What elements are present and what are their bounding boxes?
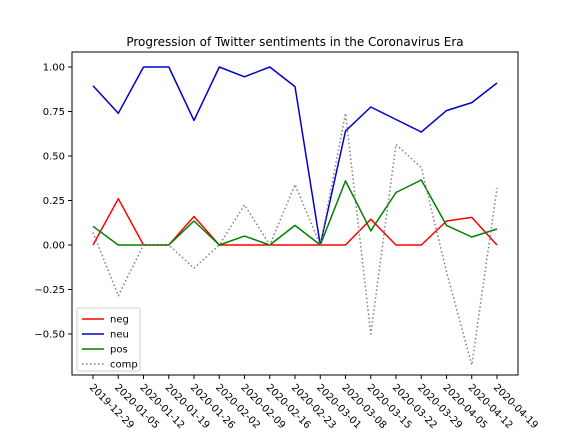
series-lines (92, 66, 498, 366)
y-tick-label: 0.75 (43, 107, 65, 118)
legend-label-pos: pos (110, 345, 128, 356)
legend-box (76, 307, 141, 372)
chart-title: Progression of Twitter sentiments in the… (126, 35, 463, 49)
y-tick-label: 0.00 (43, 241, 65, 252)
legend-label-neg: neg (110, 315, 129, 326)
y-tick-label: 1.00 (43, 63, 65, 74)
legend-label-comp: comp (110, 360, 138, 371)
y-tick-label: 0.50 (43, 152, 65, 163)
y-axis: 1.00 0.75 0.50 0.25 0.00 −0.25 −0.50 (34, 63, 72, 341)
legend: neg neu pos comp (76, 307, 141, 372)
axes-frame (71, 51, 519, 376)
legend-label-neu: neu (110, 330, 129, 341)
plot-area: 1.000.750.500.250.00−0.25−0.50 2019-12-2… (34, 51, 540, 431)
y-tick-label: 0.25 (43, 196, 65, 207)
series-line-neu (92, 66, 498, 246)
series-line-pos (92, 179, 498, 246)
y-tick-label: −0.25 (34, 285, 65, 296)
legend-items: neg neu pos comp (82, 315, 138, 371)
y-tick-label: −0.50 (34, 330, 65, 341)
